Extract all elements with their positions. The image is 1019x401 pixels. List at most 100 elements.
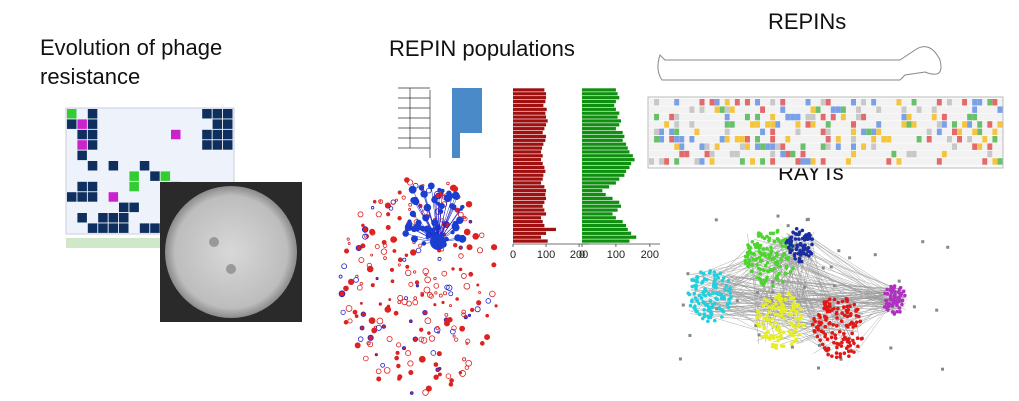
base	[755, 106, 761, 113]
base	[987, 136, 993, 143]
node	[340, 309, 346, 315]
node	[414, 280, 420, 285]
cell	[87, 140, 98, 150]
base	[845, 136, 851, 143]
node	[383, 256, 387, 260]
node	[845, 314, 850, 319]
base	[800, 136, 806, 143]
node	[463, 282, 471, 290]
node	[845, 304, 850, 309]
node	[428, 293, 434, 299]
base	[941, 136, 947, 143]
node	[485, 313, 489, 318]
base	[835, 113, 841, 121]
node	[752, 252, 757, 256]
base	[941, 158, 947, 165]
node	[795, 243, 799, 247]
base	[664, 99, 670, 106]
base	[901, 106, 907, 113]
node	[443, 194, 452, 203]
node	[726, 305, 731, 310]
base	[719, 113, 725, 121]
node	[484, 334, 491, 341]
base	[709, 128, 715, 136]
node	[393, 310, 399, 316]
node	[841, 337, 846, 342]
node	[494, 304, 498, 308]
node	[803, 285, 807, 289]
base	[699, 150, 705, 158]
base	[977, 121, 983, 128]
base	[744, 143, 750, 150]
bar	[582, 127, 616, 131]
node	[823, 304, 827, 309]
edge	[769, 300, 896, 308]
bar	[582, 181, 616, 185]
base	[997, 99, 1003, 106]
bar	[513, 173, 544, 177]
base	[845, 158, 851, 165]
node	[427, 331, 431, 335]
base	[750, 113, 755, 121]
node	[397, 190, 402, 195]
cell	[67, 192, 77, 202]
base	[800, 106, 806, 113]
cell	[77, 119, 87, 129]
cell	[108, 161, 119, 171]
node	[406, 300, 412, 307]
node	[755, 263, 759, 267]
base	[689, 106, 695, 113]
node	[794, 316, 799, 321]
node	[401, 195, 406, 200]
node	[935, 308, 939, 312]
node	[345, 305, 353, 312]
base	[790, 143, 796, 150]
node	[366, 341, 371, 346]
node	[397, 300, 402, 305]
node	[397, 295, 404, 301]
node	[772, 266, 777, 271]
base	[694, 158, 700, 165]
base	[962, 121, 968, 128]
node	[728, 286, 733, 290]
node	[770, 298, 774, 302]
base	[916, 150, 922, 158]
base	[765, 106, 771, 113]
base	[992, 106, 998, 113]
base	[790, 106, 796, 113]
node	[722, 296, 727, 301]
base	[830, 121, 836, 128]
node	[903, 293, 907, 298]
base	[805, 99, 811, 106]
node	[376, 376, 382, 382]
base	[962, 106, 968, 113]
node	[715, 273, 719, 277]
node	[394, 198, 398, 202]
base	[977, 136, 983, 143]
base	[931, 113, 937, 121]
node	[758, 272, 762, 276]
edge	[716, 288, 896, 302]
edge	[714, 283, 904, 303]
base	[916, 113, 922, 121]
edge	[799, 253, 889, 299]
cell	[98, 223, 108, 233]
node	[436, 330, 440, 334]
node	[835, 316, 839, 320]
node	[805, 218, 809, 222]
node	[780, 313, 784, 318]
node	[756, 234, 761, 238]
node	[840, 311, 844, 315]
base	[785, 158, 791, 165]
cell	[171, 129, 181, 140]
node	[750, 263, 754, 267]
x-tick-label: 0	[579, 249, 585, 261]
node	[694, 284, 699, 288]
base	[916, 143, 922, 150]
edge	[787, 255, 898, 305]
node	[404, 177, 410, 183]
base	[775, 136, 781, 143]
node	[765, 313, 769, 318]
base	[664, 121, 670, 128]
base	[896, 143, 902, 150]
